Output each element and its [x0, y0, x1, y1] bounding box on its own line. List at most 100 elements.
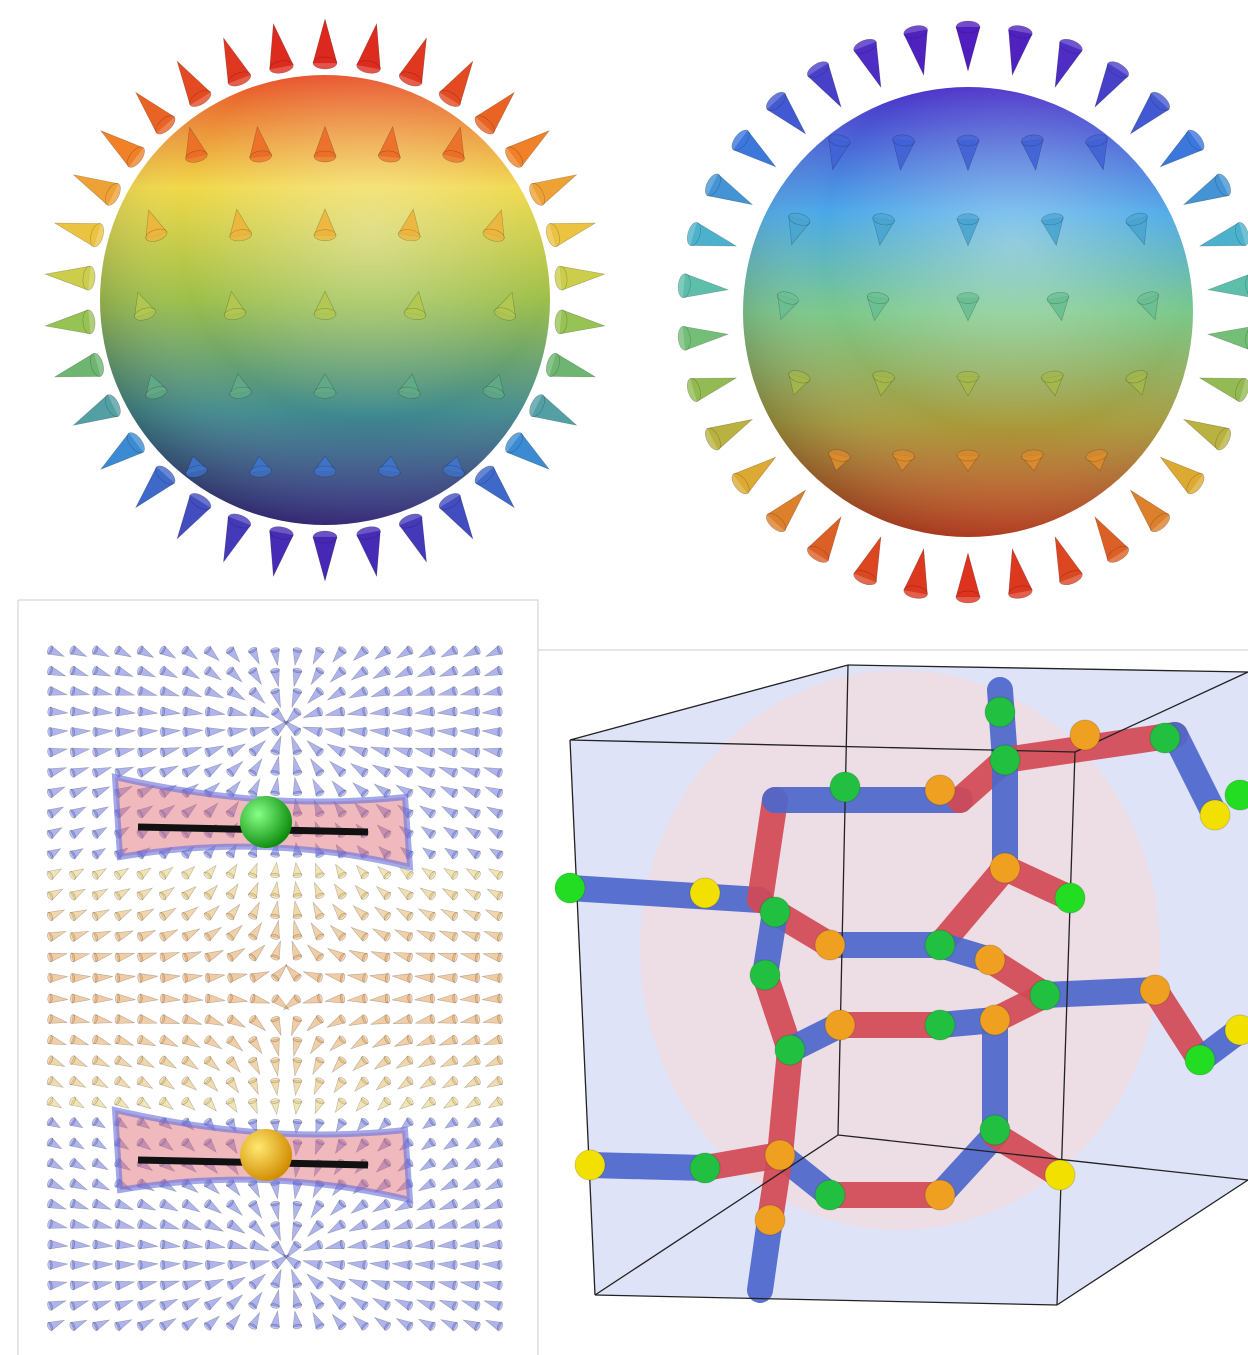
cone-base: [429, 1219, 436, 1229]
cone: [69, 1137, 85, 1150]
cone-base: [91, 1322, 99, 1331]
cone-base: [429, 871, 436, 880]
cone: [49, 973, 68, 983]
cone: [484, 1178, 503, 1191]
cone: [395, 784, 413, 798]
cone-base: [452, 747, 458, 758]
cone-base: [315, 933, 325, 941]
cone: [312, 1311, 325, 1329]
cone-base: [91, 645, 99, 655]
cone-base: [47, 1301, 53, 1311]
cone-base: [136, 912, 144, 921]
cone-base: [316, 1015, 324, 1023]
cone: [225, 883, 239, 900]
cone: [226, 666, 243, 683]
cone: [466, 1117, 481, 1129]
sphere-left: [44, 17, 606, 583]
cone: [303, 971, 323, 983]
cone: [114, 888, 131, 901]
cone-base: [452, 993, 458, 1004]
cone-base: [270, 1057, 280, 1063]
cone-base: [315, 1200, 325, 1207]
cone: [139, 727, 159, 737]
cone: [369, 706, 389, 717]
cone-base: [181, 892, 189, 900]
cone: [115, 930, 135, 942]
cone: [92, 1158, 109, 1171]
cone: [329, 666, 347, 683]
cone-base: [429, 809, 436, 819]
cone-base: [159, 1076, 166, 1085]
cone-base: [270, 913, 280, 920]
cone: [69, 1158, 87, 1171]
cone-base: [1245, 273, 1248, 298]
cone: [92, 786, 111, 799]
cone: [955, 26, 981, 73]
cone-base: [451, 809, 459, 819]
cone-base: [482, 386, 505, 400]
cone-base: [181, 810, 189, 818]
cone-base: [474, 1301, 481, 1311]
cone: [182, 1035, 202, 1048]
cone-base: [362, 747, 368, 758]
cone: [248, 740, 266, 757]
cone: [48, 665, 67, 677]
cone: [271, 994, 290, 1011]
cone-base: [114, 1260, 121, 1270]
cone: [182, 666, 201, 680]
cone: [160, 1298, 179, 1311]
cone: [270, 1100, 280, 1116]
cone-base: [494, 307, 516, 321]
node: [924, 929, 956, 961]
cone: [463, 1076, 481, 1089]
node: [979, 1114, 1011, 1146]
cone: [181, 645, 199, 660]
cone: [376, 824, 392, 839]
cone-base: [956, 134, 980, 147]
tube-segment: [1032, 977, 1168, 1008]
cone-base: [406, 1096, 414, 1106]
cone-base: [1215, 427, 1231, 451]
cone-base: [82, 309, 96, 335]
cone: [369, 1239, 389, 1250]
cone: [371, 1297, 391, 1311]
cone-base: [114, 993, 121, 1004]
cone-base: [270, 852, 280, 858]
cone: [248, 1291, 263, 1310]
cone-base: [361, 1056, 369, 1064]
cone: [204, 666, 223, 681]
cone: [138, 952, 158, 963]
cone: [71, 1014, 90, 1024]
cone: [137, 1299, 157, 1311]
cone: [48, 686, 69, 696]
cone: [487, 1137, 503, 1150]
cone: [310, 667, 325, 686]
sphere-right: [677, 20, 1248, 604]
cone-base: [315, 1098, 325, 1104]
cone-base: [226, 1199, 234, 1208]
cone: [181, 1076, 198, 1091]
cone: [459, 993, 479, 1004]
cone-base: [497, 952, 503, 963]
cone: [292, 1288, 303, 1308]
cone-base: [114, 1096, 121, 1106]
cone: [205, 1278, 224, 1291]
cone: [247, 1311, 261, 1329]
cone-base: [47, 1219, 53, 1229]
cone-base: [496, 891, 504, 901]
cone-base: [292, 1282, 303, 1289]
cone: [324, 973, 344, 983]
cone: [250, 993, 270, 1004]
node: [974, 944, 1006, 976]
cone-base: [292, 913, 303, 920]
cone-base: [203, 646, 212, 654]
cone-base: [46, 1117, 54, 1126]
cone-base: [315, 790, 325, 797]
cone-base: [226, 953, 234, 962]
cone: [206, 993, 226, 1004]
cone: [71, 706, 91, 717]
cone-base: [384, 1199, 391, 1208]
cone-base: [181, 932, 189, 942]
cone-base: [338, 789, 347, 798]
cone-base: [474, 952, 481, 963]
